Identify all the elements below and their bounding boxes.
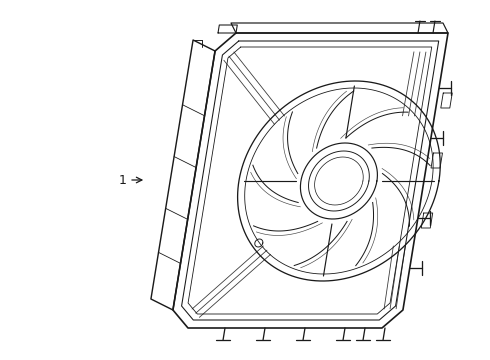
Text: 1: 1 xyxy=(118,174,126,186)
